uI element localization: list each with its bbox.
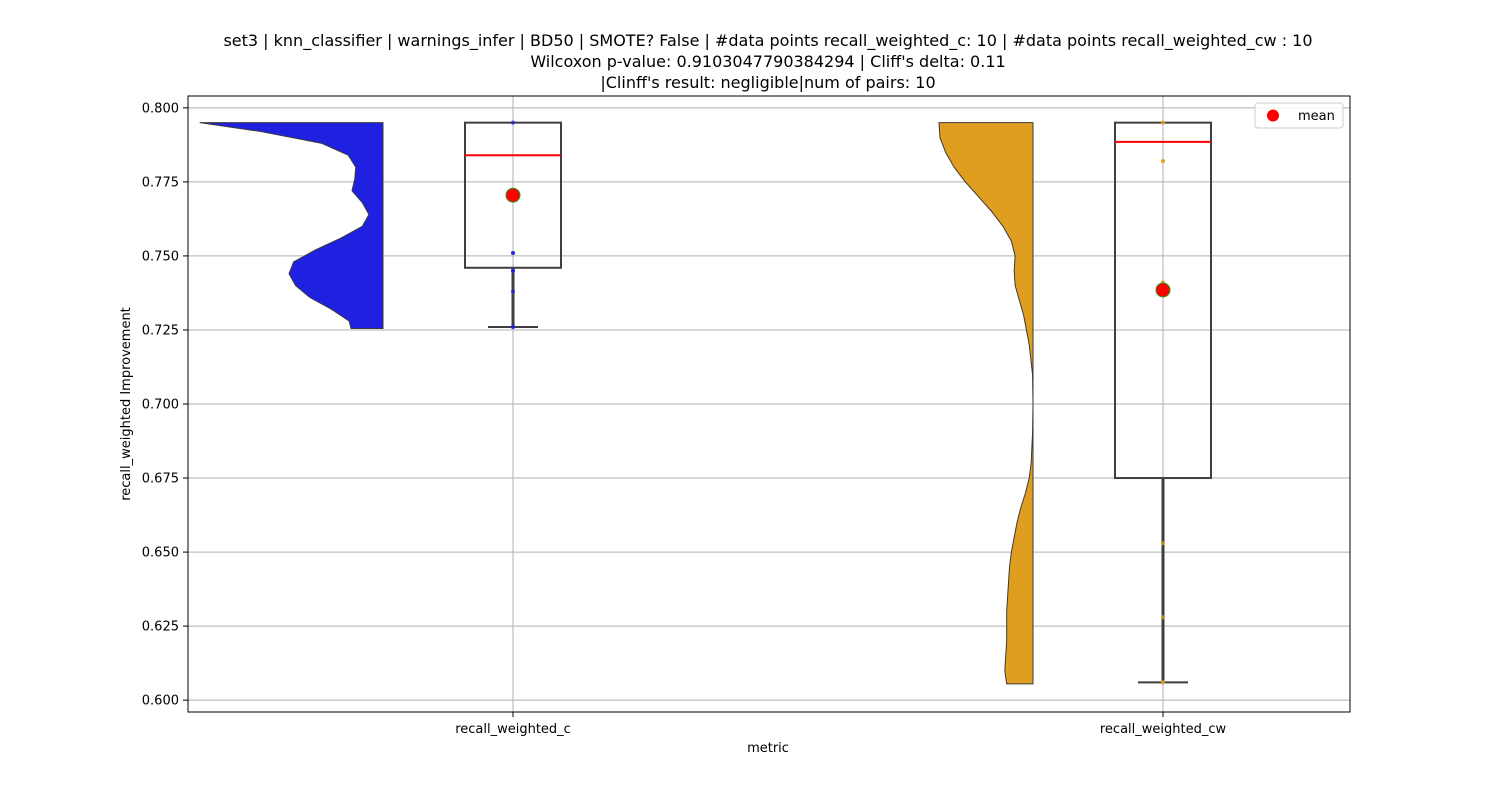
- x-tick-label: recall_weighted_cw: [1100, 722, 1227, 737]
- chart-title-line-1: set3 | knn_classifier | warnings_infer |…: [223, 31, 1312, 51]
- y-tick-label: 0.750: [142, 249, 179, 264]
- data-point: [1161, 541, 1165, 546]
- legend-box: [1254, 102, 1344, 129]
- legend: mean: [1254, 102, 1344, 129]
- y-axis-label: recall_weighted Improvement: [119, 307, 134, 501]
- plot-area: recall_weighted_c recall_weighted_cw 0.600…: [142, 95, 1351, 737]
- y-tick-label: 0.725: [142, 323, 179, 338]
- y-tick-label: 0.800: [142, 101, 179, 116]
- data-point: [511, 250, 515, 255]
- data-point: [1161, 680, 1165, 685]
- legend-label: mean: [1298, 109, 1335, 124]
- y-tick-label: 0.675: [142, 472, 179, 487]
- series-recall_weighted_cw: recall_weighted_cw: [938, 120, 1227, 737]
- data-point: [511, 289, 515, 294]
- x-tick-label: recall_weighted_c: [455, 722, 571, 737]
- data-point: [511, 268, 515, 273]
- y-tick-label: 0.700: [142, 398, 179, 413]
- mean-marker: [1155, 282, 1171, 298]
- data-point: [1161, 120, 1165, 125]
- mean-marker: [505, 187, 521, 203]
- violin-recall_weighted_cw: [938, 122, 1034, 685]
- data-point: [511, 120, 515, 125]
- axes-frame: [187, 95, 1351, 713]
- y-tick-label: 0.775: [142, 175, 179, 190]
- y-tick-label: 0.600: [142, 694, 179, 709]
- x-axis-label: metric: [747, 741, 789, 756]
- data-point: [511, 325, 515, 329]
- y-tick-label: 0.625: [142, 620, 179, 635]
- chart-title-line-3: |Clinff's result: negligible|num of pair…: [600, 73, 935, 92]
- data-point: [1161, 615, 1165, 620]
- violin-recall_weighted_c: [199, 122, 384, 329]
- y-tick-label: 0.650: [142, 546, 179, 561]
- chart-title-line-2: Wilcoxon p-value: 0.9103047790384294 | C…: [530, 52, 1005, 71]
- series-recall_weighted_c: recall_weighted_c: [199, 120, 571, 737]
- data-point: [1161, 159, 1165, 164]
- legend-marker: [1267, 109, 1279, 122]
